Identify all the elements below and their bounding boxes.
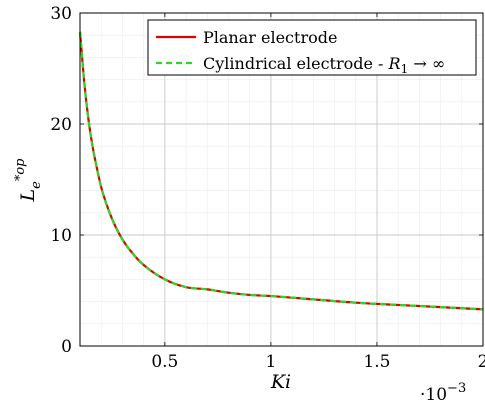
x-multiplier-exponent: −3 xyxy=(447,381,466,396)
y-axis-title-sub: e xyxy=(29,181,44,189)
x-multiplier-base: 10 xyxy=(425,385,447,405)
legend: Planar electrode Cylindrical electrode -… xyxy=(147,19,477,76)
x-multiplier: ·10−3 xyxy=(420,381,466,405)
x-axis-title: Ki xyxy=(270,371,291,393)
legend-label-cyl-prefix: Cylindrical electrode - xyxy=(203,54,389,73)
x-tick-label: 2 xyxy=(478,352,485,372)
y-tick-label: 10 xyxy=(50,226,72,246)
y-axis-title-sup: *op xyxy=(13,158,28,181)
svg-text:Le*op: Le*op xyxy=(13,158,44,203)
series-layer xyxy=(78,31,484,311)
legend-label-cylindrical: Cylindrical electrode - R1 → ∞ xyxy=(203,54,445,76)
y-tick-label: 20 xyxy=(50,115,72,135)
x-tick-label: 1.5 xyxy=(363,352,390,372)
y-axis-title: Le*op xyxy=(13,158,44,203)
x-multiplier-dot: · xyxy=(420,385,425,405)
legend-label-planar: Planar electrode xyxy=(203,28,337,47)
y-axis-title-main: L xyxy=(17,189,39,203)
y-tick-label: 30 xyxy=(50,4,72,24)
series-cylindrical-line xyxy=(78,31,484,311)
x-tick-label: 0.5 xyxy=(151,352,178,372)
legend-label-cyl-symbol: R xyxy=(388,54,401,73)
legend-label-cyl-suffix: → ∞ xyxy=(408,54,445,73)
ticks xyxy=(80,12,484,347)
legend-label-cyl-subscript: 1 xyxy=(401,62,409,76)
y-tick-label: 0 xyxy=(61,337,72,357)
legend-box xyxy=(147,19,477,76)
plot-frame xyxy=(79,12,484,347)
x-tick-label: 1 xyxy=(265,352,276,372)
